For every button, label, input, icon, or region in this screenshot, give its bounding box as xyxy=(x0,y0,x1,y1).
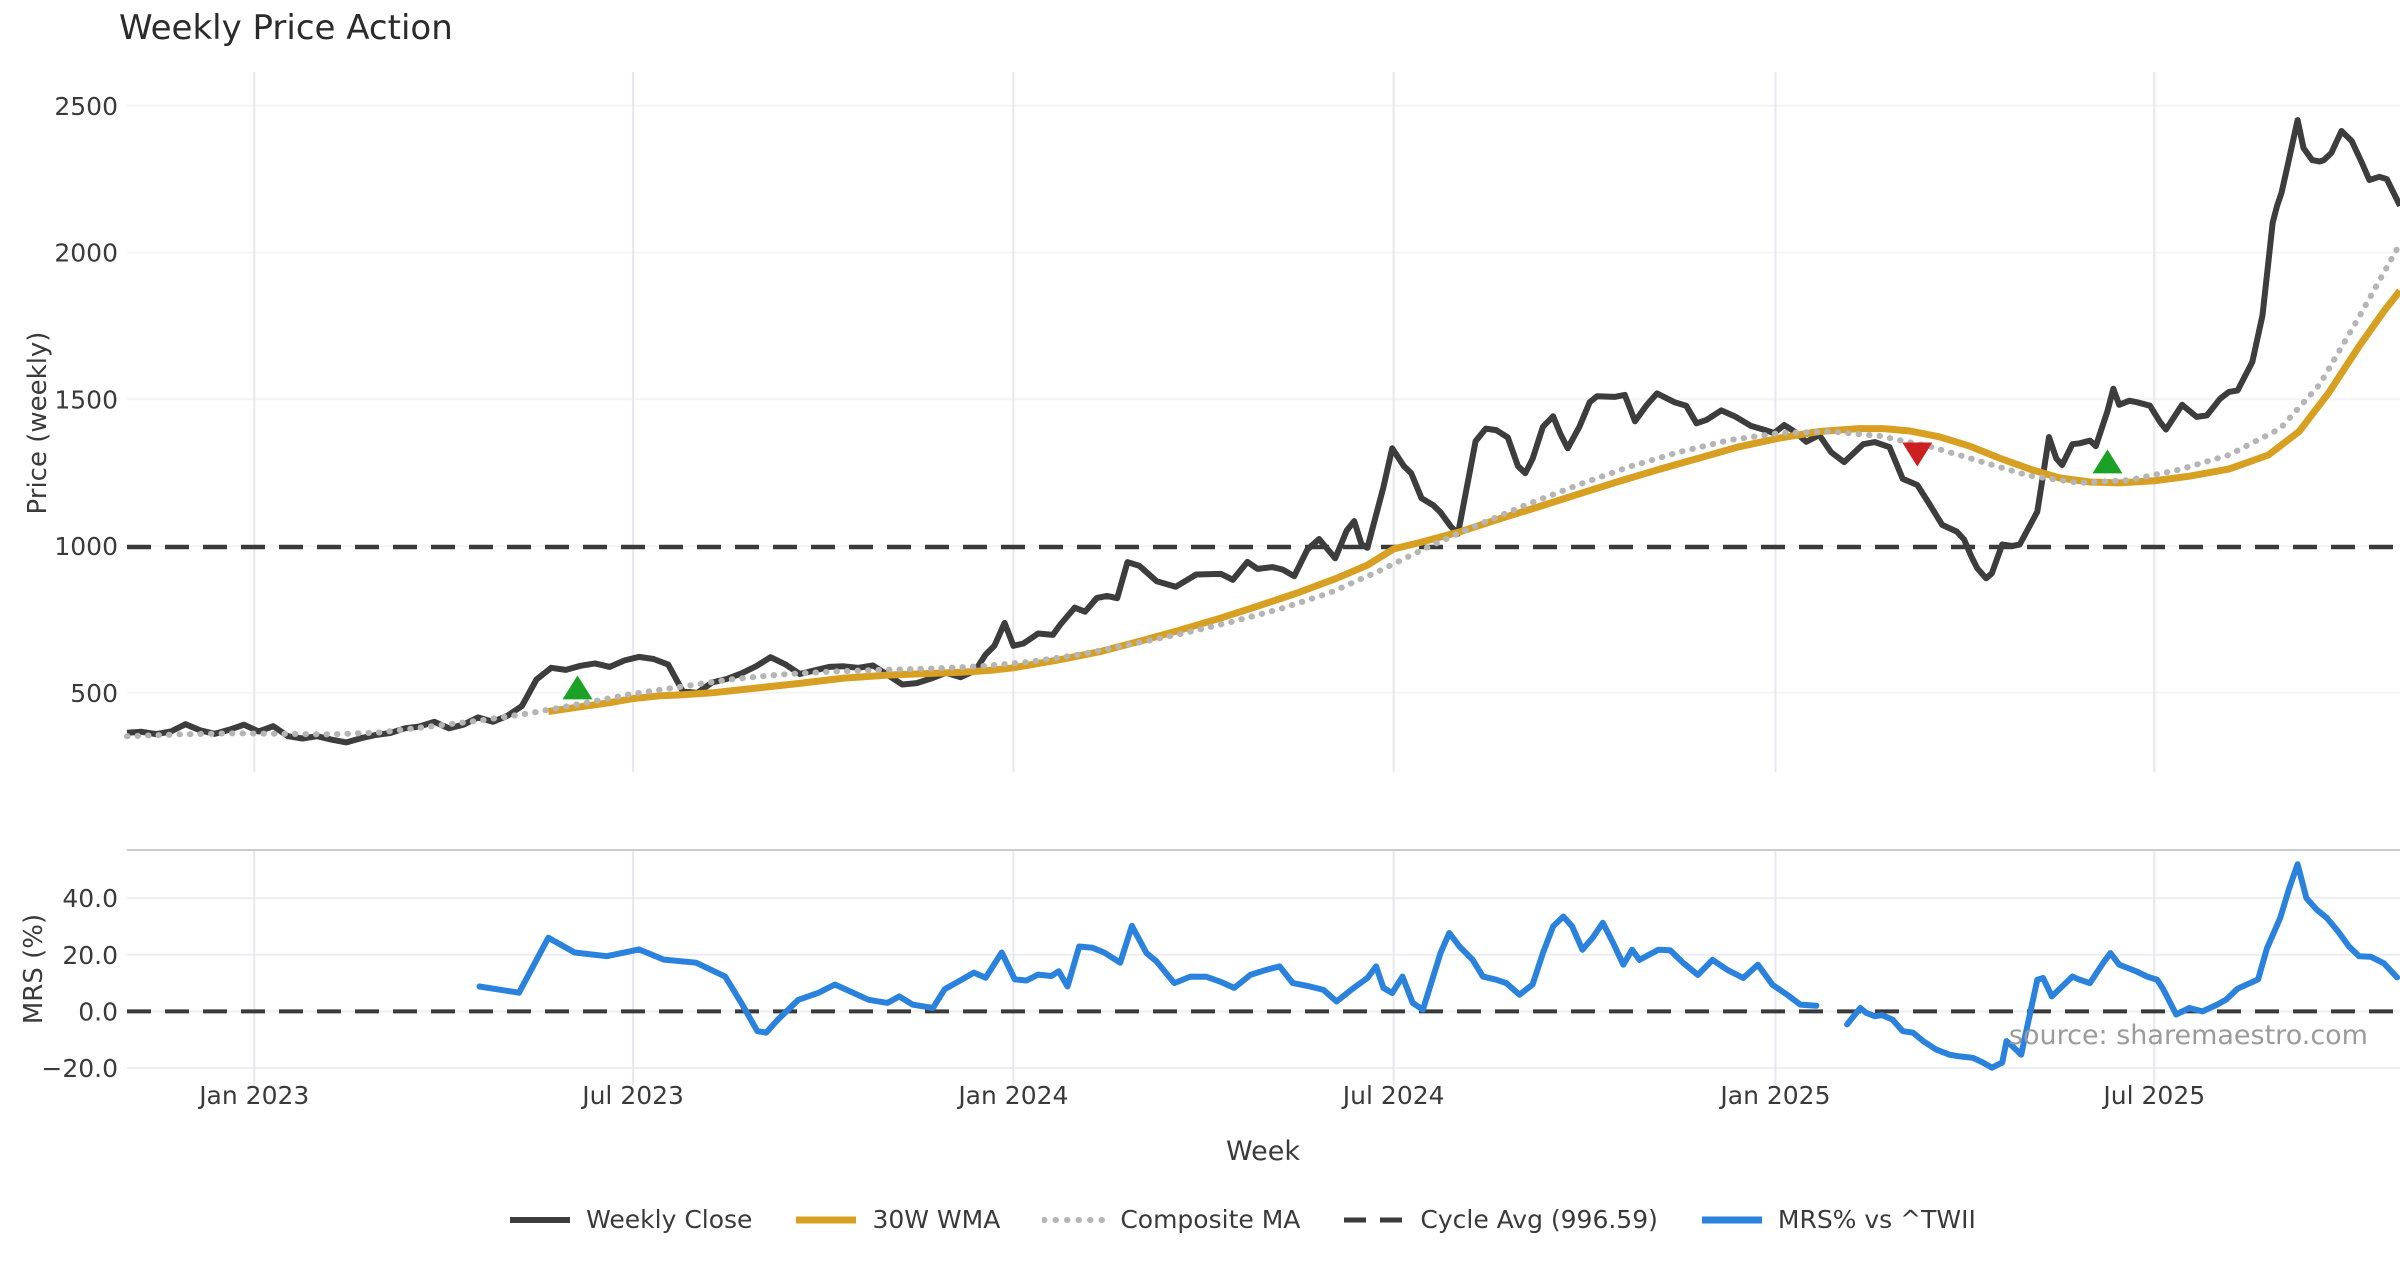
price-ytick-label: 2000 xyxy=(54,239,118,268)
mrs-axis-label: MRS (%) xyxy=(19,913,49,1025)
mrs-line-segment xyxy=(1844,861,2400,1071)
legend-swatch-dotted xyxy=(1042,1216,1107,1223)
legend-item-weekly-close: Weekly Close xyxy=(508,1205,752,1234)
legend-swatch-dashed xyxy=(1344,1217,1405,1222)
price-axis-label: Price (weekly) xyxy=(23,331,53,515)
x-tick-label: Jul 2023 xyxy=(580,1081,684,1110)
mrs-ytick-label: 20.0 xyxy=(62,941,118,970)
weekly-close-line xyxy=(126,117,2400,746)
legend-item-mrs-vs-twii: MRS% vs ^TWII xyxy=(1700,1205,1976,1234)
mrs-ytick-label: 40.0 xyxy=(62,884,118,913)
price-ytick-label: 2500 xyxy=(54,92,118,121)
x-tick-label: Jan 2025 xyxy=(1718,1081,1830,1110)
legend-label: Weekly Close xyxy=(586,1205,753,1234)
mrs-ytick-label: −20.0 xyxy=(41,1054,118,1083)
legend-item-composite-ma: Composite MA xyxy=(1042,1205,1300,1234)
x-tick-label: Jan 2024 xyxy=(956,1081,1068,1110)
price-ytick-label: 500 xyxy=(70,679,118,708)
legend-label: MRS% vs ^TWII xyxy=(1777,1205,1976,1234)
mrs-line-segment xyxy=(476,913,1820,1036)
x-tick-label: Jul 2024 xyxy=(1341,1081,1445,1110)
legend-swatch-solid xyxy=(796,1216,857,1223)
x-axis-label: Week xyxy=(1226,1136,1300,1167)
legend-swatch-solid xyxy=(510,1216,571,1223)
composite-ma-line xyxy=(124,240,2400,740)
legend-item-cycle-avg-996-59-: Cycle Avg (996.59) xyxy=(1342,1205,1658,1234)
30w-wma-line xyxy=(547,288,2400,715)
source-watermark: source: sharemaestro.com xyxy=(2008,1020,2368,1051)
buy-signal-marker xyxy=(2092,449,2123,474)
legend-item-30w-wma: 30W WMA xyxy=(794,1205,1000,1234)
price-ytick-label: 1500 xyxy=(54,385,118,414)
sell-signal-marker xyxy=(1902,442,1933,467)
price-ytick-label: 1000 xyxy=(54,532,118,561)
legend-label: 30W WMA xyxy=(872,1205,1001,1234)
chart-title: Weekly Price Action xyxy=(119,8,453,48)
buy-signal-marker xyxy=(562,675,593,700)
mrs-ytick-label: 0.0 xyxy=(78,997,118,1026)
legend-swatch-solid xyxy=(1701,1216,1762,1223)
legend-label: Composite MA xyxy=(1120,1205,1301,1234)
legend-label: Cycle Avg (996.59) xyxy=(1420,1205,1658,1234)
x-tick-label: Jan 2023 xyxy=(197,1081,309,1110)
chart-legend: Weekly Close 30W WMA Composite MA Cycle Avg… xyxy=(42,1205,2400,1234)
x-tick-label: Jul 2025 xyxy=(2101,1081,2205,1110)
